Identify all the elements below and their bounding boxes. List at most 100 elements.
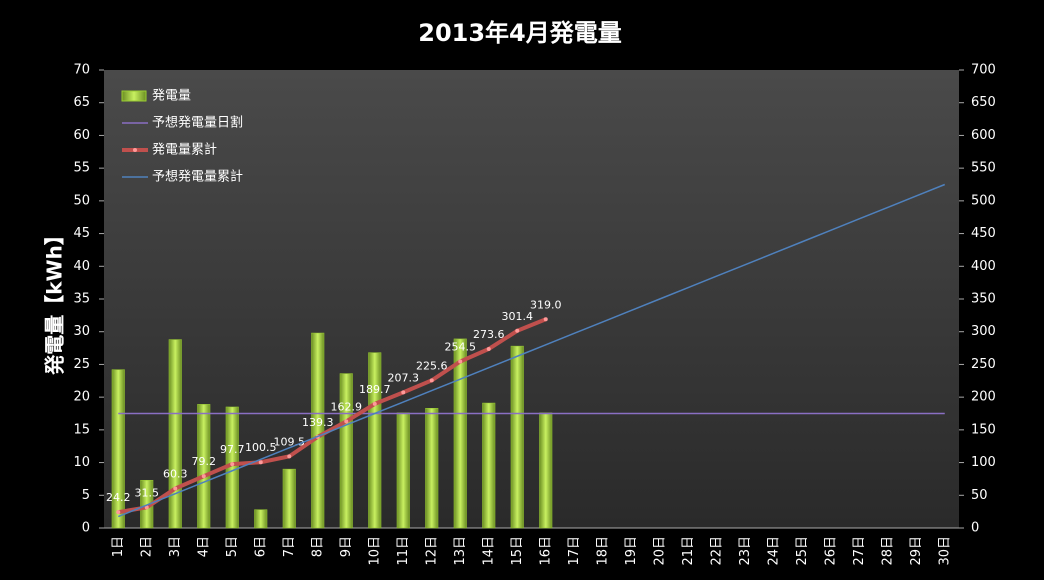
y2-tick-label: 650 (971, 95, 996, 110)
data-label: 225.6 (416, 359, 448, 372)
data-label: 139.3 (302, 416, 334, 429)
x-tick-label: 19日 (624, 536, 639, 566)
data-label: 319.0 (530, 298, 562, 311)
x-tick-label: 8日 (310, 536, 325, 557)
bar (111, 369, 125, 529)
data-label: 189.7 (359, 383, 391, 396)
y2-tick-label: 0 (971, 521, 979, 536)
x-tick-label: 10日 (367, 536, 382, 566)
marker (116, 510, 121, 515)
y2-tick-label: 500 (971, 193, 996, 208)
y-tick-label: 65 (73, 95, 90, 110)
marker (401, 390, 406, 395)
y-tick-label: 10 (73, 455, 90, 470)
line (117, 317, 547, 515)
y2-tick-label: 50 (971, 488, 988, 503)
legend-label: 発電量 (152, 89, 191, 104)
x-tick-label: 13日 (453, 536, 468, 566)
marker (173, 486, 178, 491)
x-tick-label: 9日 (339, 536, 354, 557)
legend-label: 発電量累計 (152, 142, 217, 158)
y2-tick-label: 550 (971, 161, 996, 176)
x-tick-label: 24日 (766, 536, 781, 566)
marker (287, 454, 292, 459)
data-label: 207.3 (388, 371, 420, 384)
x-tick-label: 30日 (937, 536, 952, 566)
y-tick-label: 40 (73, 259, 90, 274)
line (117, 183, 946, 518)
bar (339, 373, 353, 529)
bar (425, 408, 439, 529)
legend-marker (133, 148, 137, 152)
x-tick-label: 17日 (567, 536, 582, 566)
x-tick-label: 7日 (282, 536, 297, 557)
marker (372, 401, 377, 406)
marker (230, 462, 235, 467)
legend-label: 予想発電量日割 (152, 115, 243, 131)
bar (254, 509, 268, 529)
bar (539, 412, 553, 529)
y2-tick-label: 200 (971, 390, 996, 405)
x-tick-label: 12日 (424, 536, 439, 566)
data-label: 24.2 (106, 491, 131, 504)
bar (510, 345, 524, 529)
data-label: 79.2 (192, 455, 217, 468)
y-tick-label: 20 (73, 390, 90, 405)
marker (515, 328, 520, 333)
y2-tick-label: 350 (971, 292, 996, 307)
marker (258, 460, 263, 465)
bar (482, 402, 496, 529)
x-tick-label: 4日 (196, 536, 211, 557)
legend-swatch (121, 90, 147, 102)
y2-tick-label: 250 (971, 357, 996, 372)
y-tick-label: 50 (73, 193, 90, 208)
x-tick-label: 22日 (709, 536, 724, 566)
marker (429, 378, 434, 383)
x-tick-label: 1日 (111, 536, 126, 557)
bar (168, 339, 182, 529)
x-tick-label: 5日 (225, 536, 240, 557)
y2-tick-label: 450 (971, 226, 996, 241)
x-tick-label: 11日 (396, 536, 411, 566)
bar (368, 352, 382, 529)
y-tick-label: 55 (73, 161, 90, 176)
y-tick-label: 70 (73, 63, 90, 78)
y-tick-label: 0 (82, 521, 90, 536)
marker (543, 317, 548, 322)
data-label: 273.6 (473, 328, 505, 341)
bar (453, 338, 467, 529)
x-tick-label: 3日 (168, 536, 183, 557)
marker (344, 419, 349, 424)
x-tick-label: 26日 (823, 536, 838, 566)
x-tick-label: 16日 (538, 536, 553, 566)
x-tick-label: 20日 (652, 536, 667, 566)
y-tick-label: 15 (73, 422, 90, 437)
legend-label: 予想発電量累計 (152, 169, 243, 185)
bar (311, 332, 325, 529)
data-label: 254.5 (445, 340, 477, 353)
plot-area (104, 70, 959, 528)
x-tick-label: 14日 (481, 536, 496, 566)
marker (144, 505, 149, 510)
y2-tick-label: 300 (971, 324, 996, 339)
y2-tick-label: 600 (971, 128, 996, 143)
x-tick-label: 15日 (510, 536, 525, 566)
x-tick-label: 21日 (681, 536, 696, 566)
x-tick-label: 18日 (595, 536, 610, 566)
y-tick-label: 45 (73, 226, 90, 241)
bar (396, 412, 410, 529)
y2-tick-label: 400 (971, 259, 996, 274)
chart-title: 2013年4月発電量 (418, 19, 622, 47)
data-label: 162.9 (331, 400, 363, 413)
marker (458, 359, 463, 364)
data-label: 100.5 (245, 441, 277, 454)
y-axis-label: 発電量【kWh】 (43, 225, 67, 376)
data-label: 60.3 (163, 468, 188, 481)
y-tick-label: 5 (82, 488, 90, 503)
y-tick-label: 60 (73, 128, 90, 143)
x-tick-label: 28日 (880, 536, 895, 566)
y2-tick-label: 100 (971, 455, 996, 470)
data-label: 301.4 (502, 310, 534, 323)
y2-tick-label: 700 (971, 63, 996, 78)
